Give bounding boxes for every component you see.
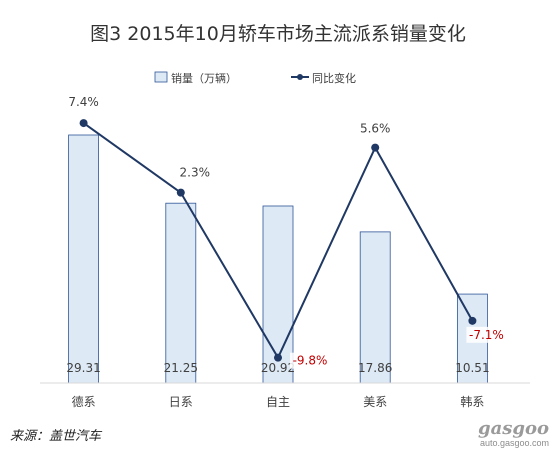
line-value-label: 5.6% bbox=[360, 122, 391, 136]
bar-value-label: 17.86 bbox=[358, 361, 392, 375]
line-point-自主 bbox=[274, 353, 282, 362]
watermark-url: auto.gasgoo.com bbox=[479, 438, 549, 448]
line-label-bg bbox=[178, 164, 212, 181]
line-value-label: 7.4% bbox=[68, 95, 99, 109]
line-label-bg bbox=[466, 326, 507, 343]
legend-line-label: 同比变化 bbox=[312, 71, 356, 85]
line-value-label: -9.8% bbox=[293, 354, 328, 368]
line-value-label: -7.1% bbox=[469, 328, 504, 342]
line-label-bg bbox=[290, 352, 330, 369]
legend-line-marker bbox=[297, 74, 303, 80]
watermark: gasgoo auto.gasgoo.com bbox=[478, 418, 549, 449]
legend-bar-label: 销量（万辆） bbox=[171, 71, 237, 85]
chart-title: 图3 2015年10月轿车市场主流派系销量变化 bbox=[90, 23, 466, 45]
bar-value-label: 21.25 bbox=[164, 361, 198, 375]
legend: 销量（万辆） 同比变化 bbox=[154, 71, 356, 85]
line-point-日系 bbox=[176, 188, 185, 197]
line-point-美系 bbox=[371, 143, 380, 152]
bar-value-label: 29.31 bbox=[66, 361, 100, 375]
bar-value-label: 20.92 bbox=[261, 361, 295, 375]
x-tick-label: 德系 bbox=[72, 394, 96, 409]
x-tick-label: 自主 bbox=[266, 395, 290, 409]
line-point-韩系 bbox=[468, 316, 477, 325]
x-tick-label: 日系 bbox=[169, 395, 193, 409]
source-note: 来源：盖世汽车 bbox=[10, 429, 102, 444]
x-tick-label: 韩系 bbox=[460, 394, 484, 409]
bar-value-label: 10.51 bbox=[455, 361, 489, 375]
x-axis-labels: 德系 日系 自主 美系 韩系 bbox=[72, 394, 485, 409]
bar-日系 bbox=[165, 202, 197, 384]
watermark-logo: gasgoo bbox=[478, 418, 549, 439]
x-tick-label: 美系 bbox=[363, 395, 387, 409]
line-label-bg bbox=[358, 120, 392, 137]
line-label-bg bbox=[67, 94, 100, 111]
legend-bar-swatch bbox=[154, 71, 168, 83]
line-series: 7.4% 2.3% -9.8% 5.6% -7.1% bbox=[67, 94, 507, 369]
line-point-德系 bbox=[79, 119, 88, 128]
bar-series: 29.31 21.25 20.92 17.86 10.51 bbox=[66, 134, 490, 384]
line-value-label: 2.3% bbox=[180, 166, 211, 180]
bar-德系 bbox=[68, 134, 99, 384]
